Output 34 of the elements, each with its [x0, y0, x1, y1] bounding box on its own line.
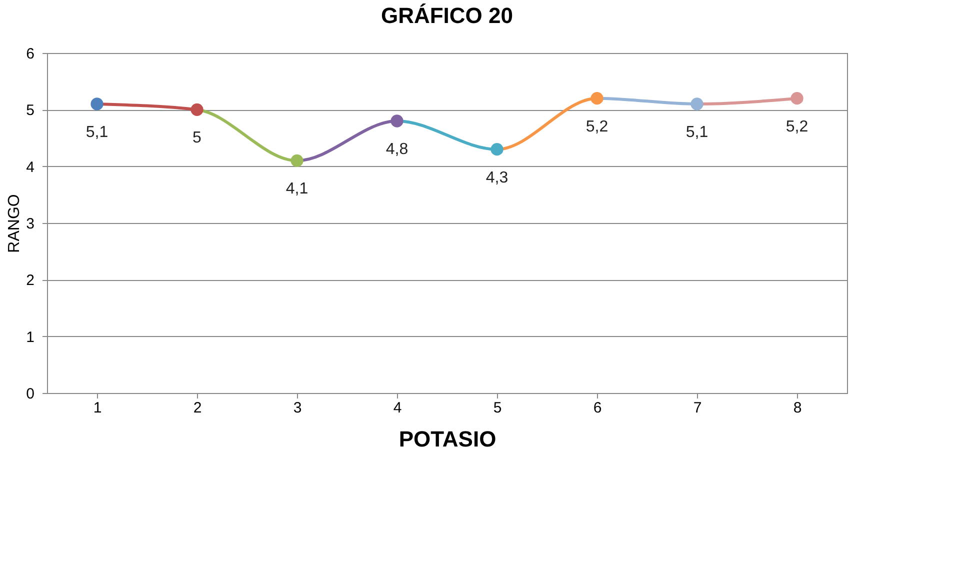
data-label: 5,2: [586, 118, 608, 136]
y-tick-label: 4: [26, 158, 34, 176]
y-tick-label: 1: [26, 328, 34, 346]
x-tick-label: 4: [393, 400, 402, 416]
x-tick-label: 1: [93, 400, 102, 416]
y-tick-label: 2: [26, 272, 34, 290]
x-tick-label: 8: [793, 400, 802, 416]
y-tick-label: 0: [26, 386, 34, 402]
data-label: 5,1: [686, 124, 708, 141]
chart-title: GRÁFICO 20: [380, 3, 514, 28]
data-label: 5,1: [86, 124, 108, 141]
data-label: 4,3: [486, 169, 508, 186]
x-tick-label: 5: [493, 400, 502, 416]
data-label: 5,2: [786, 118, 808, 136]
x-axis-title: POTASIO: [398, 426, 496, 452]
data-label: 4,8: [386, 141, 408, 158]
point: [690, 98, 704, 110]
point: [590, 92, 604, 105]
x-tick-label: 6: [593, 400, 602, 416]
y-tick-label: 3: [26, 216, 34, 232]
point: [790, 92, 804, 105]
y-axis-title: RANGO: [6, 194, 24, 253]
y-tick-label: 5: [26, 102, 34, 120]
x-tick-label: 3: [293, 400, 302, 416]
data-label: 4,1: [286, 180, 308, 198]
data-label: 5: [192, 130, 202, 147]
point: [490, 143, 504, 156]
point: [90, 98, 104, 110]
y-tick-label: 6: [26, 46, 34, 62]
point: [190, 103, 204, 116]
point: [390, 114, 404, 128]
point: [290, 154, 304, 167]
x-tick-label: 2: [193, 400, 202, 416]
x-tick-label: 7: [693, 400, 702, 416]
